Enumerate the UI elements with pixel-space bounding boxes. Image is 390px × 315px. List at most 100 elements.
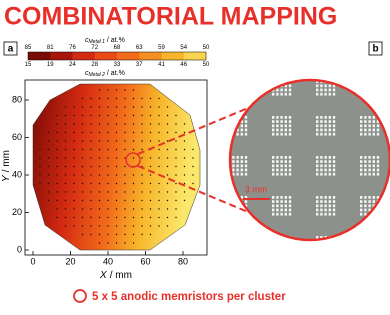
measurement-point [107, 191, 109, 193]
memristor [276, 196, 279, 199]
measurement-point [39, 182, 41, 185]
memristor [360, 249, 362, 252]
memristor [232, 76, 234, 79]
memristor [372, 200, 375, 203]
y-tick-label: 80 [12, 94, 22, 104]
memristor [332, 164, 336, 168]
memristor [232, 160, 235, 163]
measurement-point [81, 131, 84, 134]
measurement-point [141, 140, 143, 142]
measurement-point [141, 233, 143, 236]
memristor [280, 200, 283, 203]
memristor [280, 164, 283, 168]
measurement-point [115, 140, 118, 142]
measurement-point [81, 216, 84, 219]
memristor [245, 244, 247, 247]
measurement-point [98, 157, 101, 159]
memristor [236, 172, 239, 176]
memristor [320, 120, 323, 123]
memristor [280, 240, 282, 243]
x-tick-label: 0 [30, 256, 35, 266]
measurement-point [149, 199, 152, 202]
memristor [364, 120, 367, 123]
memristor [272, 76, 274, 79]
memristor [324, 92, 327, 96]
memristor [377, 249, 379, 252]
measurement-point [98, 97, 101, 100]
measurement-point [98, 106, 101, 108]
memristor [320, 128, 323, 132]
memristor [240, 84, 243, 88]
memristor [372, 204, 375, 208]
memristor [328, 116, 331, 119]
colorbar-segment [183, 52, 207, 60]
colorbar-segment [139, 52, 162, 60]
memristor [244, 124, 248, 128]
memristor [228, 249, 230, 252]
memristor [240, 236, 243, 239]
memristor [364, 236, 367, 239]
memristor [328, 208, 331, 212]
measurement-point [175, 191, 177, 193]
memristor [288, 208, 292, 212]
measurement-point [115, 191, 118, 193]
memristor [368, 128, 371, 132]
memristor [377, 76, 379, 79]
memristor [272, 132, 275, 136]
memristor [280, 80, 283, 83]
memristor [376, 120, 380, 123]
memristor [368, 200, 371, 203]
measurement-point [124, 106, 126, 108]
measurement-point [149, 233, 152, 236]
memristor [360, 132, 363, 136]
memristor [360, 124, 363, 128]
memristor [289, 244, 291, 247]
measurement-point [192, 174, 194, 176]
measurement-point [115, 148, 118, 151]
measurement-point [183, 199, 186, 202]
measurement-point [64, 131, 67, 134]
colorbar: 85 81 76 72 68 63 59 54 50 15 19 24 28 33 37 41 46 50 [25, 45, 210, 68]
panel-label-box [368, 41, 383, 56]
memristor [230, 200, 231, 203]
memristor [376, 84, 380, 88]
title: COMBINATORIAL MAPPING [4, 3, 337, 31]
memristor [276, 88, 279, 92]
measurement-point [56, 174, 58, 176]
measurement-point [124, 114, 126, 117]
measurement-point [141, 199, 143, 202]
memristor [328, 156, 331, 159]
memristor [316, 244, 318, 247]
measurement-point [81, 106, 84, 108]
measurement-point [81, 191, 84, 193]
measurement-point [175, 182, 177, 185]
measurement-point [183, 165, 186, 168]
measurement-point [124, 131, 126, 134]
measurement-point [175, 165, 177, 168]
memristor [360, 116, 363, 119]
measurement-point [98, 191, 101, 193]
memristor [316, 172, 319, 176]
measurement-point [107, 216, 109, 219]
measurement-point [73, 216, 75, 219]
memristor [360, 172, 363, 176]
memristor [232, 240, 234, 243]
memristor [364, 156, 367, 159]
memristor [280, 204, 283, 208]
measurement-point [98, 199, 101, 202]
memristor [244, 156, 248, 159]
measurement-point [183, 148, 186, 151]
memristor [240, 92, 243, 96]
memristor [284, 88, 287, 92]
memristor [372, 212, 375, 216]
measurement-point [90, 182, 92, 185]
memristor [244, 160, 248, 163]
memristor [236, 244, 238, 247]
measurement-point [107, 89, 109, 91]
memristor [280, 132, 283, 136]
memristor [316, 92, 319, 96]
measurement-point [141, 131, 143, 134]
colorbar-bottom-label: cMetal 2/ at.% [85, 70, 125, 78]
memristor [373, 253, 375, 256]
memristor [364, 88, 367, 92]
